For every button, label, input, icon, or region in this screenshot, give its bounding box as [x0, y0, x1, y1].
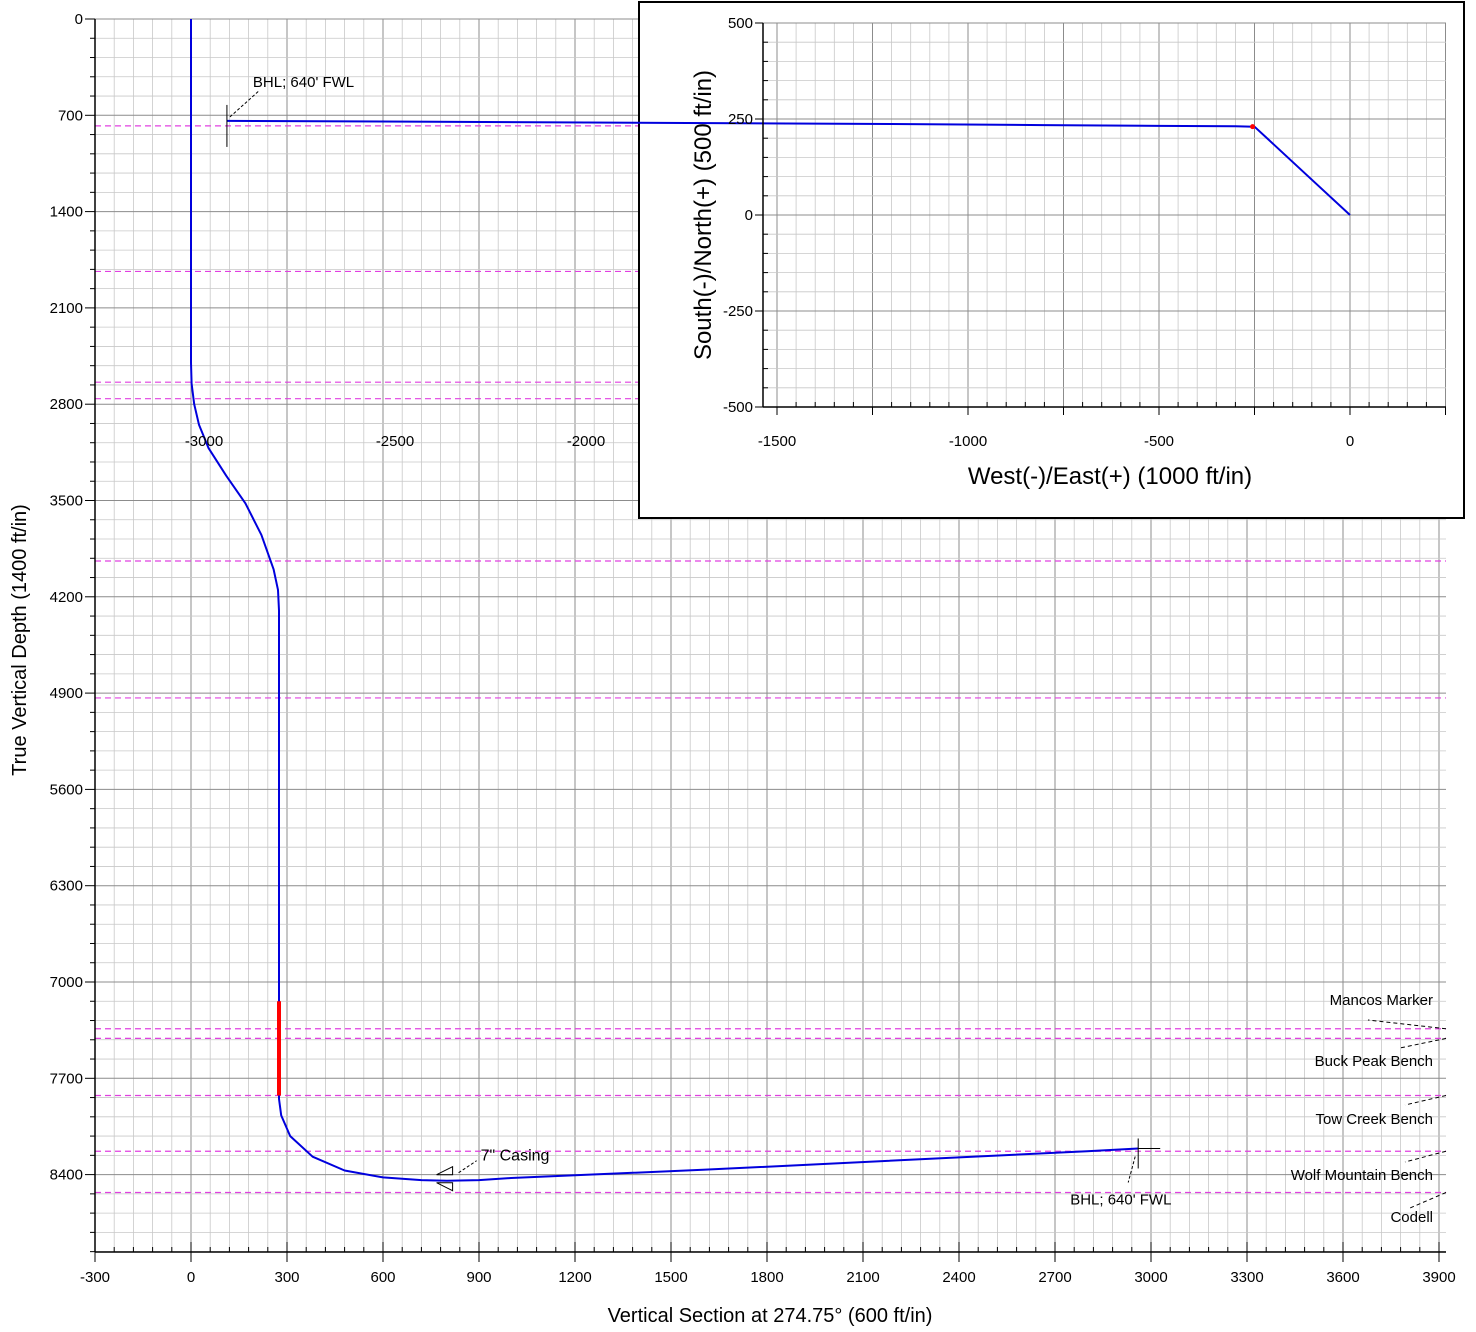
inset-y-tick-label: 0: [745, 207, 753, 224]
inset-x-tick-label: -2500: [376, 433, 414, 450]
main-x-tick-label: 600: [370, 1269, 395, 1286]
inset-y-tick-label: 500: [728, 15, 753, 32]
inset-bhl-label: BHL; 640' FWL: [253, 74, 354, 91]
main-y-tick-label: 2800: [50, 396, 83, 413]
main-x-tick-label: 2400: [942, 1269, 975, 1286]
formation-leader-line: [1399, 1037, 1447, 1049]
main-y-tick-label: 7700: [50, 1070, 83, 1087]
inset-y-tick-label: -500: [723, 399, 753, 416]
main-x-tick-label: 2100: [846, 1269, 879, 1286]
formation-label: Wolf Mountain Bench: [1291, 1167, 1433, 1184]
inset-plan-view: 500 250 0 -250 -500 -3000 -2500 -2000 -1500 -1000…: [185, 1, 1465, 519]
main-y-tick-label: 700: [58, 107, 83, 124]
casing-shoe-marker: [436, 1182, 454, 1192]
bhl-leader-line: [1127, 1156, 1136, 1183]
formation-leader-line: [1409, 1192, 1447, 1209]
inset-y-axis-title: South(-)/North(+) (500 ft/in): [690, 70, 717, 360]
main-x-tick-label: 3300: [1230, 1269, 1263, 1286]
inset-axes: 500 250 0 -250 -500 -3000 -2500 -2000 -1500 -1000…: [185, 15, 1446, 450]
inset-x-tick-label: -500: [1144, 433, 1174, 450]
main-x-tick-label: 3600: [1326, 1269, 1359, 1286]
inset-x-tick-label: -3000: [185, 433, 223, 450]
main-x-tick-label: 3900: [1422, 1269, 1455, 1286]
main-x-tick-label: 1500: [654, 1269, 687, 1286]
inset-gridlines: [763, 22, 1446, 408]
main-axes: 0 700 1400 2100 2800 3500 4200 4900 5600 6300 7000…: [50, 11, 1456, 1286]
inset-x-tick-label: 0: [1346, 433, 1354, 450]
bhl-label: BHL; 640' FWL: [1070, 1191, 1171, 1208]
formation-leader-line: [1404, 1095, 1447, 1106]
formation-label: Tow Creek Bench: [1315, 1111, 1433, 1128]
main-y-tick-label: 4200: [50, 589, 83, 606]
inset-annotations: BHL; 640' FWL: [226, 74, 354, 147]
inset-y-tick-label: -250: [723, 303, 753, 320]
formation-label: Buck Peak Bench: [1315, 1053, 1433, 1070]
inset-series-group: [226, 119, 1351, 216]
main-y-tick-label: 8400: [50, 1167, 83, 1184]
formation-label: Mancos Marker: [1330, 992, 1433, 1009]
main-x-tick-label: 300: [274, 1269, 299, 1286]
main-y-axis-title: True Vertical Depth (1400 ft/in): [9, 504, 31, 776]
main-series-group: [190, 19, 1139, 1182]
main-y-tick-label: 6300: [50, 878, 83, 895]
inset-x-tick-label: -1500: [758, 433, 796, 450]
landing-point-marker: [1250, 124, 1256, 130]
casing-leader-line: [458, 1160, 477, 1174]
main-y-tick-label: 2100: [50, 300, 83, 317]
plan-wellbore-path: [226, 119, 1351, 216]
inset-bhl-leader-line: [229, 90, 260, 118]
main-x-tick-label: 2700: [1038, 1269, 1071, 1286]
inset-x-tick-label: -1000: [949, 433, 987, 450]
formation-leader-line: [1367, 1019, 1447, 1030]
casing-shoe-marker: [436, 1165, 454, 1176]
main-y-tick-label: 3500: [50, 493, 83, 510]
main-annotations: 7" Casing BHL; 640' FWL Mancos Marker Buck …: [436, 992, 1447, 1226]
main-y-tick-label: 7000: [50, 974, 83, 991]
formation-leader-line: [1404, 1150, 1447, 1163]
main-y-tick-label: 5600: [50, 781, 83, 798]
casing-label: 7" Casing: [481, 1148, 550, 1165]
main-y-tick-label: 4900: [50, 685, 83, 702]
main-y-tick-label: 1400: [50, 204, 83, 221]
main-x-tick-label: 1200: [558, 1269, 591, 1286]
main-x-tick-label: 0: [187, 1269, 195, 1286]
main-x-tick-label: 1800: [750, 1269, 783, 1286]
main-y-tick-label: 0: [75, 11, 83, 28]
main-x-axis-title: Vertical Section at 274.75° (600 ft/in): [608, 1305, 933, 1327]
wellbore-path: [190, 19, 1139, 1182]
formation-label: Codell: [1390, 1209, 1433, 1226]
main-x-tick-label: 3000: [1134, 1269, 1167, 1286]
main-x-tick-label: 900: [466, 1269, 491, 1286]
inset-x-axis-title: West(-)/East(+) (1000 ft/in): [968, 463, 1252, 490]
main-x-tick-label: -300: [80, 1269, 110, 1286]
inset-y-tick-label: 250: [728, 111, 753, 128]
inset-x-tick-label: -2000: [567, 433, 605, 450]
